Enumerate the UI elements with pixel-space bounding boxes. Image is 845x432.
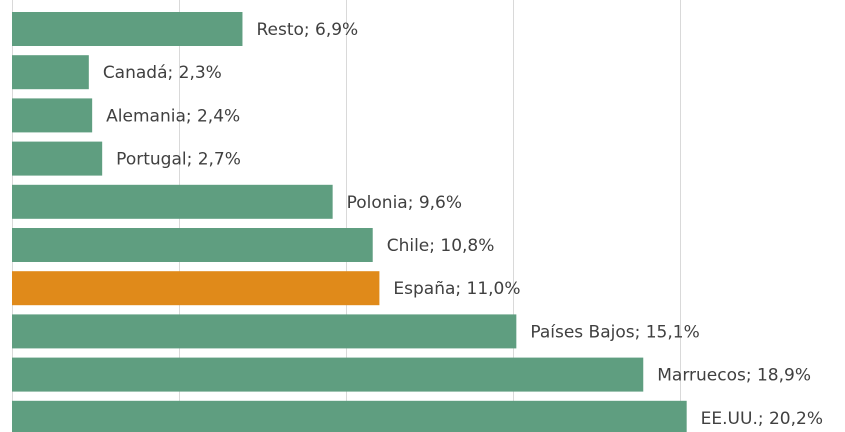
bar [12, 228, 373, 262]
bar [12, 357, 644, 392]
bar [12, 400, 687, 432]
bar [12, 271, 380, 306]
data-label: Portugal; 2,7% [116, 150, 241, 170]
bar [12, 98, 93, 133]
bar [12, 141, 103, 176]
data-label: Resto; 6,9% [256, 20, 358, 40]
data-label: España; 11,0% [393, 279, 520, 299]
data-label: EE.UU.; 20,2% [701, 409, 823, 429]
data-label: Marruecos; 18,9% [657, 366, 811, 386]
data-label: Polonia; 9,6% [347, 193, 462, 213]
bar [12, 184, 333, 219]
data-label: Chile; 10,8% [387, 236, 495, 256]
bar [12, 314, 517, 349]
data-label: Alemania; 2,4% [106, 106, 240, 126]
data-label: Países Bajos; 15,1% [530, 322, 699, 342]
bar [12, 55, 89, 90]
bar [12, 12, 243, 46]
data-label: Canadá; 2,3% [103, 63, 222, 83]
